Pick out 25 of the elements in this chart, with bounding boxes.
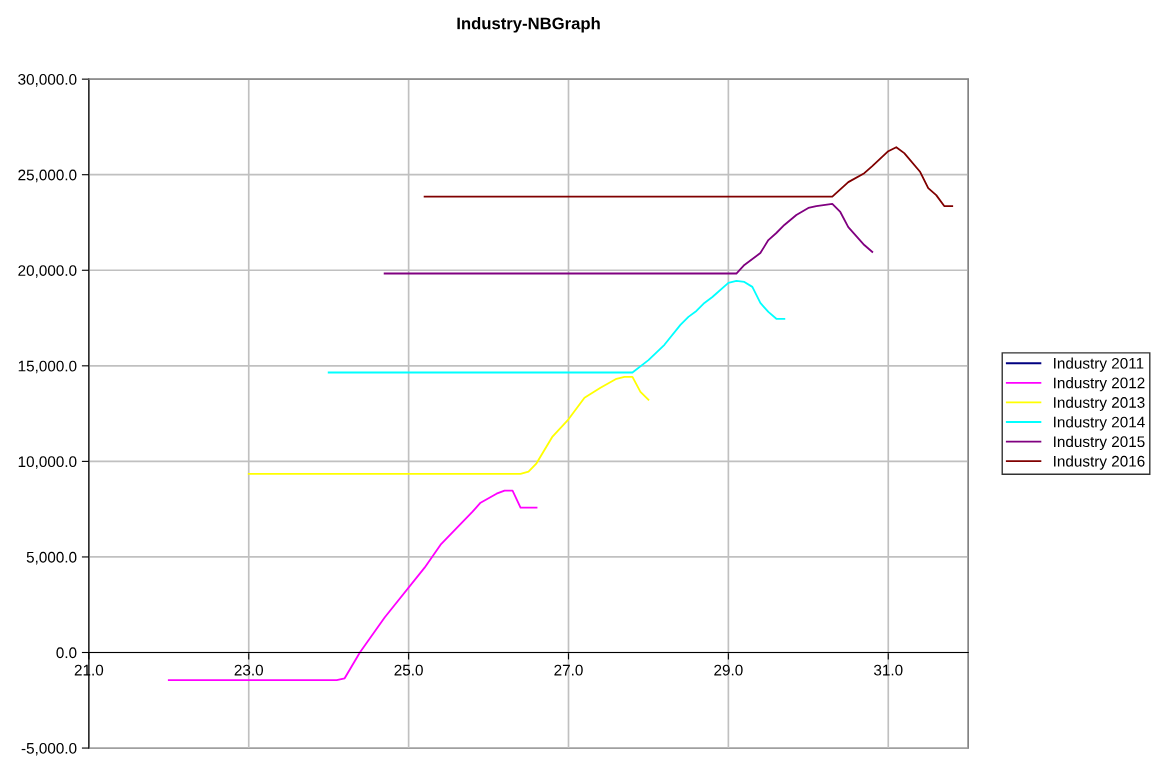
x-tick-label: 25.0 xyxy=(394,664,423,676)
chart-title: Industry-NBGraph xyxy=(457,17,600,33)
y-tick-label: 0.0 xyxy=(56,647,77,659)
legend-label: Industry 2014 xyxy=(1054,416,1145,431)
line-series xyxy=(423,146,954,207)
legend-label: Industry 2011 xyxy=(1054,357,1144,372)
legend-label: Industry 2012 xyxy=(1054,377,1145,392)
legend-label: Industry 2013 xyxy=(1054,396,1145,411)
legend-label: Industry 2016 xyxy=(1054,455,1145,470)
x-tick-label: 27.0 xyxy=(554,664,583,676)
line-series xyxy=(167,489,538,682)
y-tick-label: 10,000.0 xyxy=(18,456,77,469)
x-tick-label: 31.0 xyxy=(873,664,903,676)
y-tick-label: -5,000.0 xyxy=(21,742,77,756)
legend-label: Industry 2015 xyxy=(1054,435,1145,451)
line-series xyxy=(247,376,650,475)
x-tick-label: 23.0 xyxy=(234,664,264,676)
line-series xyxy=(327,280,786,374)
y-tick-label: 20,000.0 xyxy=(18,265,77,278)
y-tick-label: 30,000.0 xyxy=(18,74,77,87)
y-tick-label: 5,000.0 xyxy=(26,551,77,565)
x-tick-label: 29.0 xyxy=(714,664,743,676)
y-tick-label: 25,000.0 xyxy=(18,169,77,183)
y-tick-label: 15,000.0 xyxy=(18,360,77,374)
line-series xyxy=(383,203,874,275)
